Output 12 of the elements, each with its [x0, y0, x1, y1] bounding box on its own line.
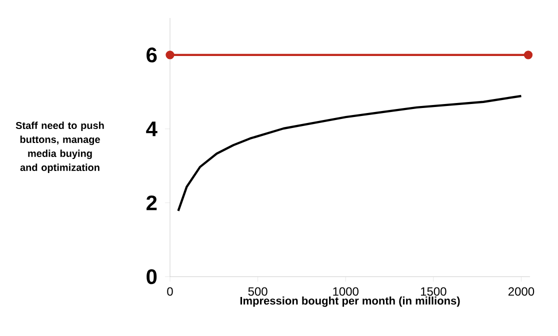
y-tick-label: 6 — [146, 48, 157, 62]
y-tick-label: 2 — [146, 195, 157, 210]
x-tick-label: 0 — [167, 287, 173, 296]
x-axis-title: Impression bought per month (in millions) — [240, 296, 460, 307]
y-axis-title: Staff need to push buttons, manage media buying and optimization — [16, 122, 104, 174]
line-series — [177, 94, 522, 212]
x-tick-label: 2000 — [508, 287, 534, 296]
y-tick-label: 4 — [146, 122, 158, 136]
x-tick-label: 1500 — [420, 287, 446, 296]
x-tick-label: 1000 — [333, 287, 358, 296]
y-tick-label: 0 — [146, 269, 157, 284]
x-tick-label: 500 — [248, 287, 268, 296]
